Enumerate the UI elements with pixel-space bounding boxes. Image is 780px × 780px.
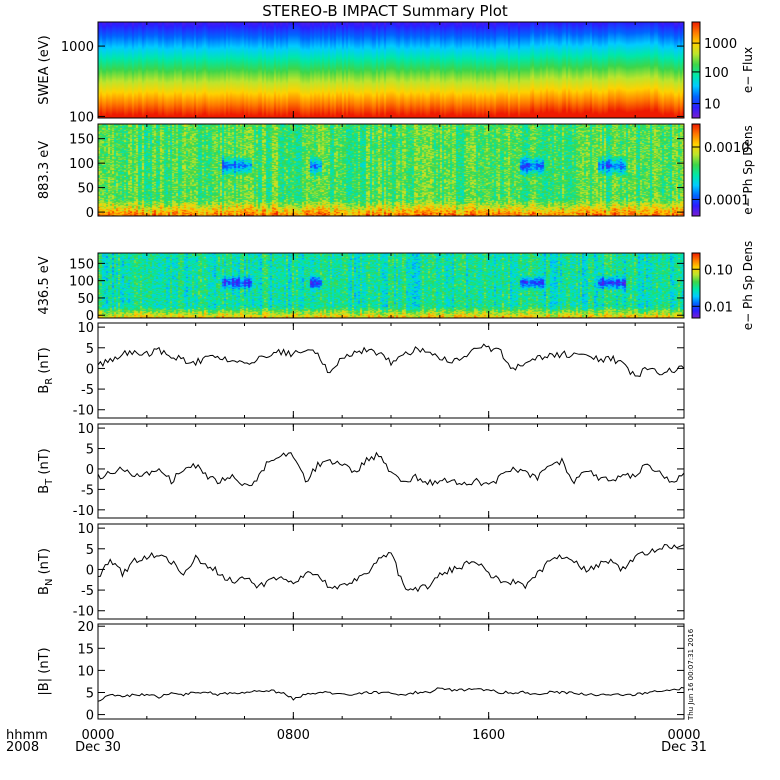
colorbar-tick-label: 0.01 <box>704 300 733 315</box>
panel-btot: 20 15 10 5 0 |B| (nT) <box>37 620 685 724</box>
y-tick-label: 100 <box>69 157 94 172</box>
y-tick-label: 15 <box>77 642 94 657</box>
y-axis-label-sub: R <box>44 378 55 385</box>
y-tick-label: 0 <box>86 206 94 221</box>
panel-frame <box>97 523 685 620</box>
y-axis-label: SWEA (eV) <box>37 35 52 104</box>
y-tick-label: 0 <box>86 463 94 478</box>
plot-title: STEREO-B IMPACT Summary Plot <box>262 2 508 20</box>
y-tick-label: -5 <box>81 383 94 398</box>
colorbar-tick-label: 1000 <box>704 37 737 52</box>
time-tick-label: 0000 <box>667 728 700 743</box>
y-tick-label: 100 <box>69 110 94 125</box>
y-tick-label: 5 <box>86 342 94 357</box>
y-tick-label: -10 <box>73 404 94 419</box>
time-tick-date: Dec 30 <box>75 740 121 755</box>
y-tick-label: 5 <box>86 443 94 458</box>
y-axis-label-unit: (nT) <box>37 548 52 578</box>
colorbar <box>691 123 701 217</box>
y-tick-label: 0 <box>86 563 94 578</box>
y-tick-label: 100 <box>69 275 94 290</box>
panel-pad436: 0 50 100 150 436.5 eV 0.10 0.01 e− Ph Sp Dens <box>37 241 755 330</box>
colorbar-label: e− Ph Sp Dens <box>741 241 755 330</box>
heatmap-pad436 <box>98 253 684 318</box>
time-tick-date: Dec 31 <box>661 740 707 755</box>
y-tick-label: 5 <box>86 543 94 558</box>
y-axis-label: 436.5 eV <box>37 256 52 314</box>
y-tick-label: 50 <box>77 182 94 197</box>
y-tick-label: -5 <box>81 483 94 498</box>
y-axis-label: BN (nT) <box>37 548 55 595</box>
time-tick-label: 0800 <box>277 728 310 743</box>
y-tick-label: 150 <box>69 133 94 148</box>
panel-br: 10 5 0 -5 -10 BR (nT) <box>37 321 685 419</box>
timestamp-stamp: Thu Jun 16 00:07:31 2016 <box>687 628 695 721</box>
y-axis-label-main: B <box>37 385 52 394</box>
series-line-bt <box>97 451 685 487</box>
y-axis-label-sub: N <box>44 579 55 586</box>
y-axis-label: |B| (nT) <box>37 647 52 695</box>
y-tick-label: 5 <box>86 686 94 701</box>
colorbar-tick-label: 10 <box>704 98 721 113</box>
time-tick-label: 0000 <box>81 728 114 743</box>
colorbar <box>691 252 701 319</box>
panel-bt: 10 5 0 -5 -10 BT (nT) <box>37 422 685 519</box>
panel-bn: 10 5 0 -5 -10 BN (nT) <box>37 522 685 620</box>
year-label: 2008 <box>6 740 39 755</box>
colorbar-tick-label: 100 <box>704 66 729 81</box>
y-axis-label: 883.3 eV <box>37 141 52 199</box>
panel-frame <box>97 423 685 519</box>
colorbar-tick-label: 0.10 <box>704 263 733 278</box>
y-tick-label: 10 <box>77 664 94 679</box>
y-axis-label-sub: T <box>44 478 55 486</box>
y-tick-label: 1000 <box>61 40 94 55</box>
y-tick-label: 150 <box>69 257 94 272</box>
heatmap-pad883 <box>98 124 684 216</box>
y-axis-label: BT (nT) <box>37 448 55 494</box>
y-tick-label: 10 <box>77 321 94 336</box>
panel-swea: 100 1000 SWEA (eV) 1000 100 10 e− Flux <box>37 21 755 125</box>
y-tick-label: 50 <box>77 292 94 307</box>
series-line-bn <box>97 543 685 593</box>
colorbar-tick-label: 0.0001 <box>704 193 750 208</box>
y-tick-label: -5 <box>81 584 94 599</box>
colorbar-tick-label: 0.0010 <box>704 141 750 156</box>
series-line-btot <box>97 686 685 702</box>
y-axis-label-main: |B| <box>37 678 52 696</box>
y-axis-label: BR (nT) <box>37 347 55 393</box>
y-tick-label: 0 <box>86 362 94 377</box>
y-tick-label: 0 <box>86 309 94 324</box>
heatmap-swea <box>98 22 684 118</box>
y-tick-label: 10 <box>77 522 94 537</box>
colorbar-label: e− Ph Sp Dens <box>741 125 755 214</box>
y-tick-label: -10 <box>73 504 94 519</box>
time-tick-label: 1600 <box>472 728 505 743</box>
y-axis-label-main: B <box>37 485 52 494</box>
colorbar <box>691 21 701 119</box>
y-axis-label-unit: (nT) <box>37 448 52 478</box>
panel-frame <box>97 322 685 419</box>
time-axis-label: hhmm <box>6 728 48 743</box>
y-axis-label-unit: (nT) <box>37 647 52 677</box>
y-tick-label: 10 <box>77 422 94 437</box>
y-tick-label: 20 <box>77 620 94 635</box>
series-line-br <box>97 343 685 377</box>
panel-frame <box>97 623 685 720</box>
y-tick-label: -10 <box>73 605 94 620</box>
y-tick-label: 0 <box>86 709 94 724</box>
y-axis-label-main: B <box>37 586 52 595</box>
y-axis-label-unit: (nT) <box>37 347 52 377</box>
colorbar-label: e− Flux <box>741 47 755 93</box>
